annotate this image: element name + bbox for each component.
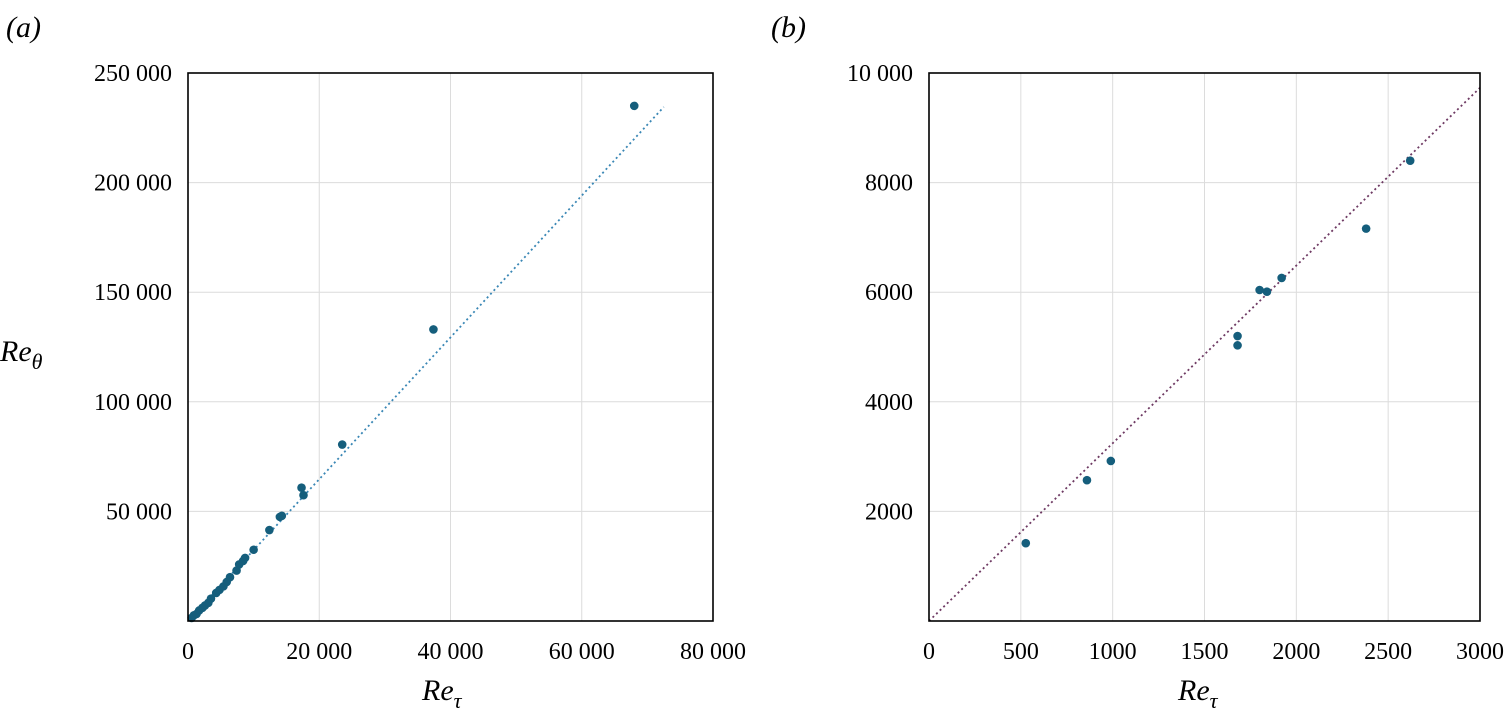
- panel-b-x-tick-label: 500: [1003, 639, 1039, 665]
- panel-b-data-point: [1405, 156, 1415, 165]
- panel-a-data-point: [299, 490, 308, 500]
- panel-b-data-point: [1233, 331, 1242, 341]
- panel-a-x-tick-label: 40 000: [418, 639, 484, 665]
- panel-a-x-tick-label: 60 000: [549, 639, 615, 665]
- panel-a-y-tick-label: 100 000: [94, 390, 172, 416]
- panel-b-y-tick-label: 4000: [865, 390, 913, 416]
- panel-b-y-tick-label: 10 000: [847, 61, 913, 87]
- panel-b-data-point: [1361, 224, 1371, 233]
- panel-b-x-tick-label: 1000: [1089, 639, 1137, 665]
- panel-b-data-point: [1233, 341, 1242, 350]
- panel-b-label: (b): [771, 11, 806, 44]
- panel-a-label: (a): [6, 11, 41, 44]
- panel-a-x-tick-label: 20 000: [286, 639, 352, 665]
- panel-a-plot-frame: [187, 72, 714, 622]
- panel-a-data-point: [297, 483, 306, 493]
- panel-b-x-tick-label: 1500: [1181, 639, 1229, 665]
- panel-a-y-tick-label: 50 000: [106, 499, 172, 525]
- panel-a-data-point: [225, 572, 235, 582]
- panel-b-x-axis-title: Reτ: [1177, 674, 1219, 713]
- panel-a-y-axis-title: Reθ: [0, 335, 43, 374]
- panel-a-x-tick-label: 80 000: [680, 639, 746, 665]
- panel-b-x-tick-label: 3000: [1456, 639, 1504, 665]
- panel-a-y-tick-label: 200 000: [94, 171, 172, 197]
- panel-a-trendline: [187, 106, 665, 622]
- panel-a-data-point: [629, 101, 639, 111]
- panel-a-data-point: [265, 525, 274, 535]
- panel-a-x-tick-label: 0: [182, 639, 194, 665]
- panel-a-data-point: [240, 553, 250, 563]
- panel-b-y-tick-label: 8000: [865, 171, 913, 197]
- panel-b-data-point: [1021, 538, 1031, 548]
- panel-b-data-point: [1262, 287, 1272, 296]
- panel-b: (b) 0 500 1000 1500 2000 2500 3000 2000 4000 600…: [771, 11, 1504, 713]
- panel-b-y-tick-label: 2000: [865, 499, 913, 525]
- panel-a-data-point: [249, 545, 258, 555]
- panel-b-data-point: [1255, 285, 1264, 295]
- panel-a-y-tick-label: 250 000: [94, 61, 172, 87]
- panel-b-y-tick-label: 6000: [865, 280, 913, 306]
- panel-a-data-point: [277, 511, 287, 521]
- panel-a-data-point: [337, 440, 347, 449]
- panel-a: (a) 0 20 000 40 000 60 000 80 000 50 000 100 …: [0, 11, 746, 713]
- panel-b-x-tick-label: 2000: [1272, 639, 1320, 665]
- panel-a-x-axis-title: Reτ: [421, 674, 463, 713]
- panel-a-data-point: [206, 594, 216, 603]
- panel-b-plot-frame: [928, 72, 1481, 622]
- panel-b-data-point: [1277, 273, 1286, 283]
- panel-b-x-tick-label: 2500: [1364, 639, 1412, 665]
- panel-b-data-point: [1106, 456, 1116, 466]
- panel-b-x-tick-label: 0: [923, 639, 935, 665]
- panel-b-data-point: [1082, 475, 1092, 485]
- panel-a-y-tick-label: 150 000: [94, 280, 172, 306]
- panel-a-data-point: [429, 325, 438, 334]
